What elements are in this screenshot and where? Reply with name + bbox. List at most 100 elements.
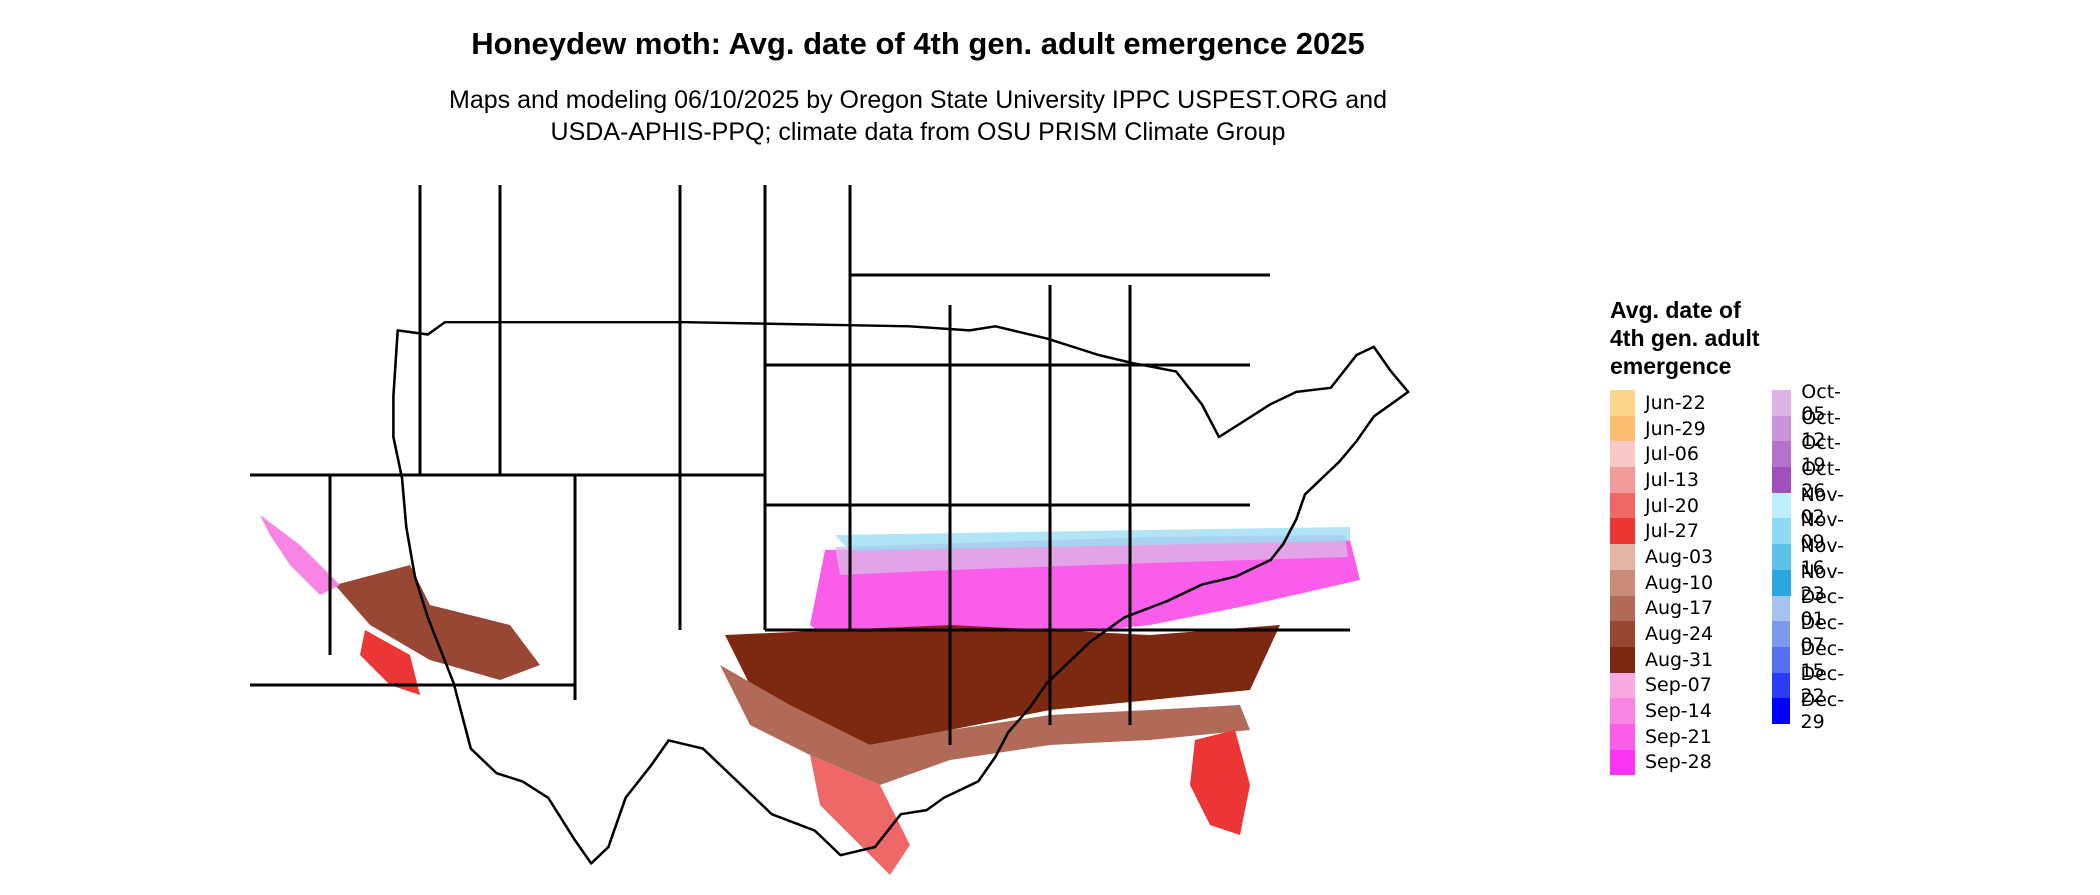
- legend-swatch: [1772, 672, 1791, 699]
- band-dark-brown: [725, 625, 1280, 745]
- legend-column-1: Jun-22 Jun-29 Jul-06 Jul-13 Jul-20 Jul-27 Aug-…: [1610, 390, 1714, 776]
- legend-item: Dec-22: [1772, 663, 1851, 707]
- legend-label: Nov-23: [1800, 560, 1844, 605]
- legend-label: Jul-20: [1645, 494, 1699, 517]
- legend-swatch: [1772, 569, 1791, 596]
- legend-item: Dec-07: [1772, 612, 1851, 656]
- legend-item: Sep-07: [1610, 672, 1713, 699]
- legend-label: Aug-17: [1645, 597, 1714, 620]
- legend-column-2: Oct-05 Oct-12 Oct-19 Oct-26 Nov-02 Nov-09 Nov-…: [1772, 381, 1851, 733]
- legend-swatch: [1772, 621, 1791, 647]
- legend-label: Nov-02: [1800, 483, 1844, 528]
- legend-item: Sep-21: [1610, 723, 1713, 750]
- legend-swatch: [1610, 621, 1635, 647]
- legend-swatch: [1610, 518, 1635, 545]
- legend-swatch: [1772, 595, 1791, 622]
- legend-swatch: [1772, 441, 1792, 468]
- legend-item: Aug-17: [1610, 595, 1714, 622]
- legend-swatch: [1610, 672, 1635, 699]
- legend-label: Nov-16: [1800, 534, 1844, 579]
- subtitle-line-1: Maps and modeling 06/10/2025 by Oregon S…: [449, 86, 1387, 114]
- legend-label: Aug-03: [1645, 545, 1714, 568]
- legend-swatch: [1610, 492, 1635, 519]
- legend-label: Jul-06: [1645, 443, 1699, 466]
- legend-label: Jul-27: [1645, 520, 1699, 543]
- emergence-bands: [260, 515, 1360, 875]
- legend-title-line: 4th gen. adult: [1610, 325, 1760, 351]
- legend-label: Sep-14: [1645, 700, 1712, 723]
- legend-item: Jul-27: [1610, 518, 1713, 545]
- legend-item: Jun-22: [1610, 390, 1713, 416]
- band-southwest-red: [360, 630, 420, 695]
- legend-title-line: emergence: [1610, 353, 1732, 379]
- legend-swatch: [1610, 415, 1635, 442]
- legend-label: Dec-01: [1800, 586, 1845, 631]
- legend-swatch: [1610, 544, 1635, 570]
- legend-swatch: [1772, 492, 1791, 519]
- legend-title: Avg. date of 4th gen. adult emergence: [1610, 296, 1810, 380]
- legend-label: Jun-29: [1645, 417, 1706, 440]
- band-brown-mid: [720, 665, 1250, 785]
- band-california-pink: [260, 515, 340, 595]
- legend-swatch: [1772, 544, 1791, 570]
- legend-item: Oct-12: [1772, 407, 1851, 451]
- legend-item: Oct-19: [1772, 432, 1851, 476]
- legend-swatch: [1610, 723, 1635, 750]
- legend-title-line: Avg. date of: [1610, 297, 1741, 323]
- legend-swatch: [1610, 595, 1635, 622]
- legend-label: Dec-29: [1800, 689, 1845, 734]
- legend-item: Aug-31: [1610, 646, 1714, 673]
- us-map: [250, 150, 1580, 890]
- legend-item: Nov-23: [1772, 561, 1851, 605]
- legend-item: Oct-26: [1772, 458, 1851, 502]
- legend-label: Aug-24: [1645, 623, 1714, 646]
- legend-label: Jul-13: [1645, 468, 1699, 491]
- legend-swatch: [1772, 415, 1792, 442]
- legend-item: Aug-03: [1610, 544, 1713, 570]
- legend-item: Aug-10: [1610, 569, 1714, 596]
- legend-label: Sep-28: [1645, 751, 1712, 774]
- legend-item: Jul-13: [1610, 467, 1713, 493]
- legend-item: Dec-29: [1772, 689, 1851, 733]
- legend-label: Oct-26: [1801, 457, 1842, 502]
- legend-item: Jun-29: [1610, 415, 1713, 442]
- legend-swatch: [1610, 646, 1635, 673]
- legend-swatch: [1610, 467, 1635, 493]
- legend-label: Oct-05: [1801, 380, 1842, 425]
- legend-label: Aug-31: [1645, 648, 1714, 671]
- subtitle-line-2: USDA-APHIS-PPQ; climate data from OSU PR…: [550, 118, 1286, 146]
- legend-item: Sep-28: [1610, 749, 1713, 776]
- legend-label: Dec-22: [1800, 663, 1845, 708]
- state-borders: [250, 150, 1410, 865]
- legend-swatch: [1772, 467, 1792, 493]
- legend-swatch: [1772, 646, 1791, 673]
- legend-item: Oct-05: [1772, 381, 1851, 425]
- legend-swatch: [1772, 390, 1792, 416]
- legend-label: Aug-10: [1645, 571, 1714, 594]
- legend-item: Aug-24: [1610, 621, 1713, 647]
- legend-swatch: [1610, 390, 1635, 416]
- legend-item: Nov-16: [1772, 535, 1851, 579]
- legend-swatch: [1772, 518, 1791, 545]
- us-map-svg: [250, 150, 1410, 875]
- legend-swatch: [1610, 441, 1635, 468]
- map-subtitle: Maps and modeling 06/10/2025 by Oregon S…: [0, 84, 1836, 148]
- band-red-florida: [1190, 730, 1250, 835]
- legend-item: Nov-02: [1772, 484, 1851, 528]
- legend: Avg. date of 4th gen. adult emergence Ju…: [1610, 296, 1844, 776]
- band-red-texas: [810, 755, 910, 875]
- legend-swatch: [1610, 569, 1635, 596]
- legend-label: Dec-07: [1800, 612, 1845, 657]
- legend-swatch: [1610, 698, 1635, 724]
- legend-swatch: [1610, 749, 1635, 776]
- legend-label: Oct-19: [1801, 432, 1842, 477]
- legend-label: Nov-09: [1800, 509, 1844, 554]
- legend-item: Nov-09: [1772, 509, 1851, 553]
- legend-label: Jun-22: [1645, 391, 1706, 414]
- legend-swatch: [1772, 698, 1791, 724]
- map-title: Honeydew moth: Avg. date of 4th gen. adu…: [471, 26, 1365, 61]
- legend-item: Jul-20: [1610, 492, 1713, 519]
- legend-item: Dec-15: [1772, 638, 1851, 682]
- legend-label: Dec-15: [1800, 637, 1845, 682]
- legend-label: Sep-21: [1645, 725, 1712, 748]
